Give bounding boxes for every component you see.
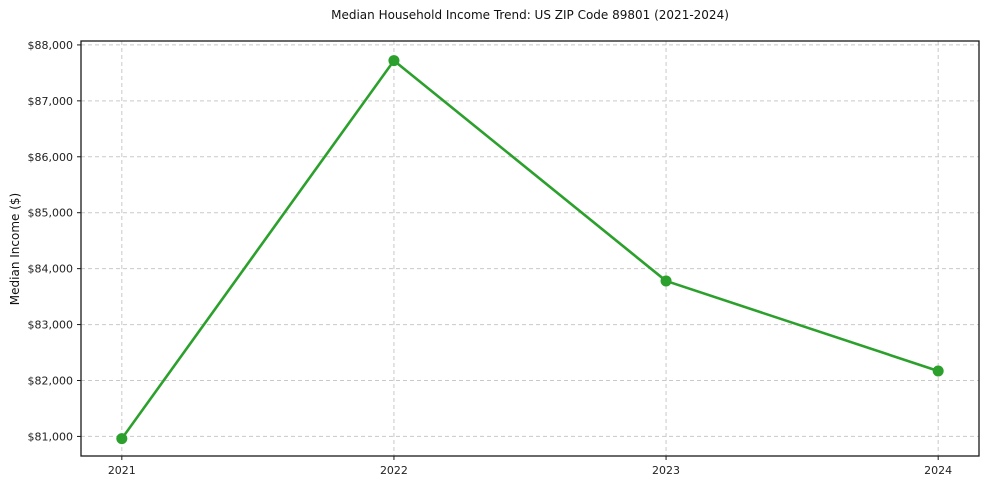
- plot-border: [80, 40, 980, 457]
- y-tick-label: $83,000: [28, 319, 74, 332]
- y-tick-label: $86,000: [28, 151, 74, 164]
- chart-title: Median Household Income Trend: US ZIP Co…: [331, 8, 729, 22]
- x-tick-label: 2022: [380, 464, 408, 477]
- x-tick-label: 2021: [108, 464, 136, 477]
- data-point: [660, 275, 672, 287]
- y-tick-label: $81,000: [28, 430, 74, 443]
- y-tick-label: $82,000: [28, 374, 74, 387]
- trend-line: [120, 59, 940, 440]
- data-point: [116, 433, 128, 445]
- y-tick-label: $84,000: [28, 263, 74, 276]
- x-tick-label: 2024: [924, 464, 952, 477]
- x-tick-label: 2023: [652, 464, 680, 477]
- data-point: [932, 365, 944, 377]
- y-tick-label: $87,000: [28, 95, 74, 108]
- y-tick-label: $88,000: [28, 39, 74, 52]
- y-tick-label: $85,000: [28, 207, 74, 220]
- data-point: [388, 55, 400, 67]
